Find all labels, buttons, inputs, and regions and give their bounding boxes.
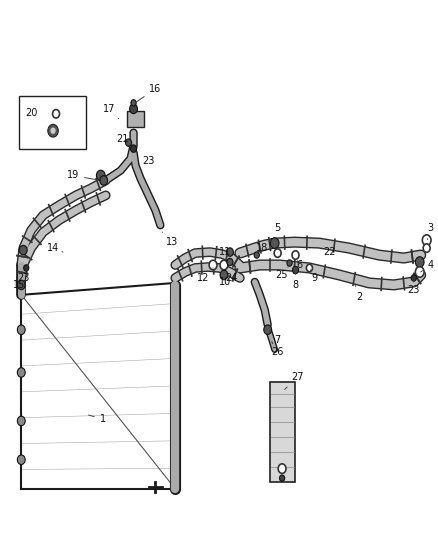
Circle shape	[293, 266, 299, 273]
Circle shape	[18, 455, 25, 465]
Circle shape	[19, 245, 27, 255]
Circle shape	[415, 257, 424, 268]
Circle shape	[100, 176, 108, 185]
Circle shape	[306, 264, 312, 272]
Circle shape	[50, 127, 56, 134]
Circle shape	[422, 235, 431, 245]
Text: 8: 8	[293, 273, 299, 290]
Text: 2: 2	[355, 285, 362, 302]
Text: 27: 27	[285, 373, 304, 390]
Text: 3: 3	[427, 223, 434, 239]
Circle shape	[18, 325, 25, 335]
Text: 6: 6	[297, 260, 303, 270]
Text: 4: 4	[421, 260, 434, 272]
Circle shape	[131, 100, 136, 106]
Circle shape	[130, 104, 138, 114]
Circle shape	[209, 260, 217, 270]
Circle shape	[53, 110, 60, 118]
Text: 12: 12	[197, 268, 213, 283]
Text: 9: 9	[311, 270, 318, 283]
Circle shape	[254, 252, 259, 259]
Text: 25: 25	[276, 265, 290, 280]
Text: 14: 14	[47, 243, 63, 253]
Circle shape	[226, 248, 233, 256]
Text: 26: 26	[272, 342, 284, 357]
Circle shape	[274, 249, 281, 257]
Text: 16: 16	[136, 84, 162, 102]
Circle shape	[278, 464, 286, 473]
Text: 15: 15	[13, 280, 25, 290]
Text: 24: 24	[226, 273, 238, 283]
Text: 13: 13	[162, 232, 178, 247]
Text: 23: 23	[408, 280, 420, 295]
Text: 19: 19	[67, 171, 98, 181]
Text: 1: 1	[88, 414, 106, 424]
Text: 20: 20	[25, 108, 37, 118]
Circle shape	[220, 260, 228, 270]
Circle shape	[415, 266, 424, 277]
Bar	[127, 111, 145, 127]
Circle shape	[18, 416, 25, 426]
Text: 23: 23	[17, 270, 29, 283]
Circle shape	[423, 244, 430, 252]
Text: 17: 17	[102, 104, 119, 119]
Circle shape	[131, 145, 137, 152]
Text: 23: 23	[136, 152, 155, 166]
Circle shape	[48, 124, 58, 137]
Bar	[270, 382, 294, 482]
Circle shape	[96, 170, 105, 181]
Text: 10: 10	[219, 277, 231, 287]
Circle shape	[227, 259, 233, 266]
Circle shape	[270, 238, 279, 248]
Text: 11: 11	[219, 247, 231, 257]
Circle shape	[411, 274, 417, 281]
Bar	[19, 96, 86, 149]
Circle shape	[279, 475, 285, 481]
Circle shape	[18, 280, 25, 289]
Text: 21: 21	[117, 134, 129, 144]
Text: 7: 7	[270, 330, 281, 345]
Circle shape	[264, 325, 272, 334]
Text: 18: 18	[256, 243, 268, 256]
Circle shape	[292, 251, 299, 259]
Circle shape	[24, 265, 29, 271]
Circle shape	[126, 139, 132, 147]
Circle shape	[287, 260, 292, 266]
Circle shape	[220, 270, 228, 280]
Text: 5: 5	[275, 223, 281, 239]
Circle shape	[18, 368, 25, 377]
Text: 22: 22	[323, 247, 336, 257]
